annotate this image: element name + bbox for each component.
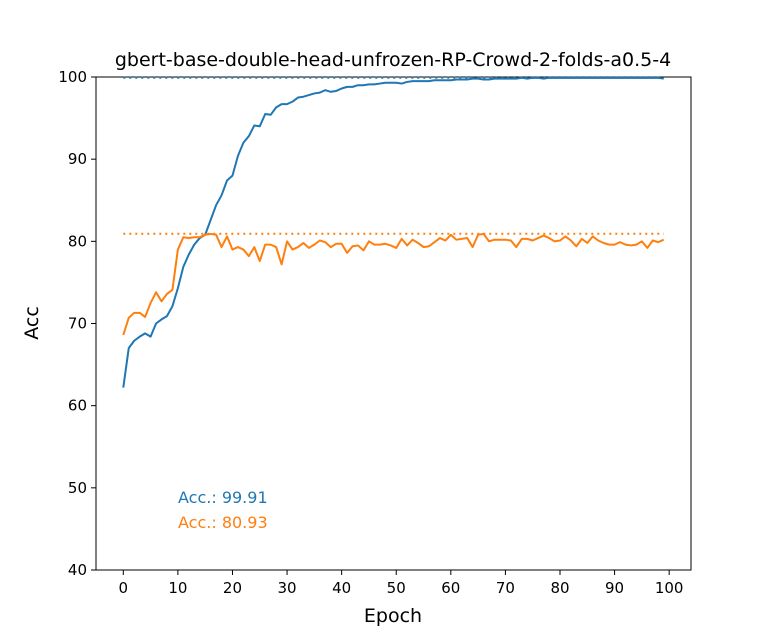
- x-axis: 0 10 20 30 40 50 60 70 80 90 100: [119, 570, 684, 597]
- y-axis-label: Acc: [21, 306, 43, 340]
- x-tick-label: 50: [387, 579, 406, 597]
- x-tick-label: 0: [119, 579, 129, 597]
- y-tick-label: 90: [68, 150, 87, 168]
- x-tick-label: 20: [223, 579, 242, 597]
- x-tick-label: 60: [441, 579, 460, 597]
- y-tick-label: 60: [68, 397, 87, 415]
- x-axis-label: Epoch: [364, 605, 422, 627]
- y-tick-label: 80: [68, 232, 87, 250]
- x-tick-label: 90: [605, 579, 624, 597]
- y-axis: 40 50 60 70 80 90 100: [58, 68, 96, 579]
- x-tick-label: 100: [655, 579, 684, 597]
- chart-title: gbert-base-double-head-unfrozen-RP-Crowd…: [115, 49, 671, 71]
- annotation-series-1: Acc.: 99.91: [178, 488, 268, 507]
- best-reference-lines: [123, 76, 664, 235]
- y-tick-label: 50: [68, 479, 87, 497]
- y-tick-label: 70: [68, 315, 87, 333]
- x-tick-label: 10: [168, 579, 187, 597]
- x-tick-label: 80: [550, 579, 569, 597]
- series-line-1: [122, 76, 664, 388]
- y-tick-label: 100: [58, 68, 87, 86]
- series-line-2: [122, 232, 665, 336]
- y-tick-label: 40: [68, 561, 87, 579]
- annotation-series-2: Acc.: 80.93: [178, 513, 268, 532]
- x-tick-label: 40: [332, 579, 351, 597]
- series-lines: [122, 76, 665, 388]
- x-tick-label: 70: [496, 579, 515, 597]
- x-tick-label: 30: [278, 579, 297, 597]
